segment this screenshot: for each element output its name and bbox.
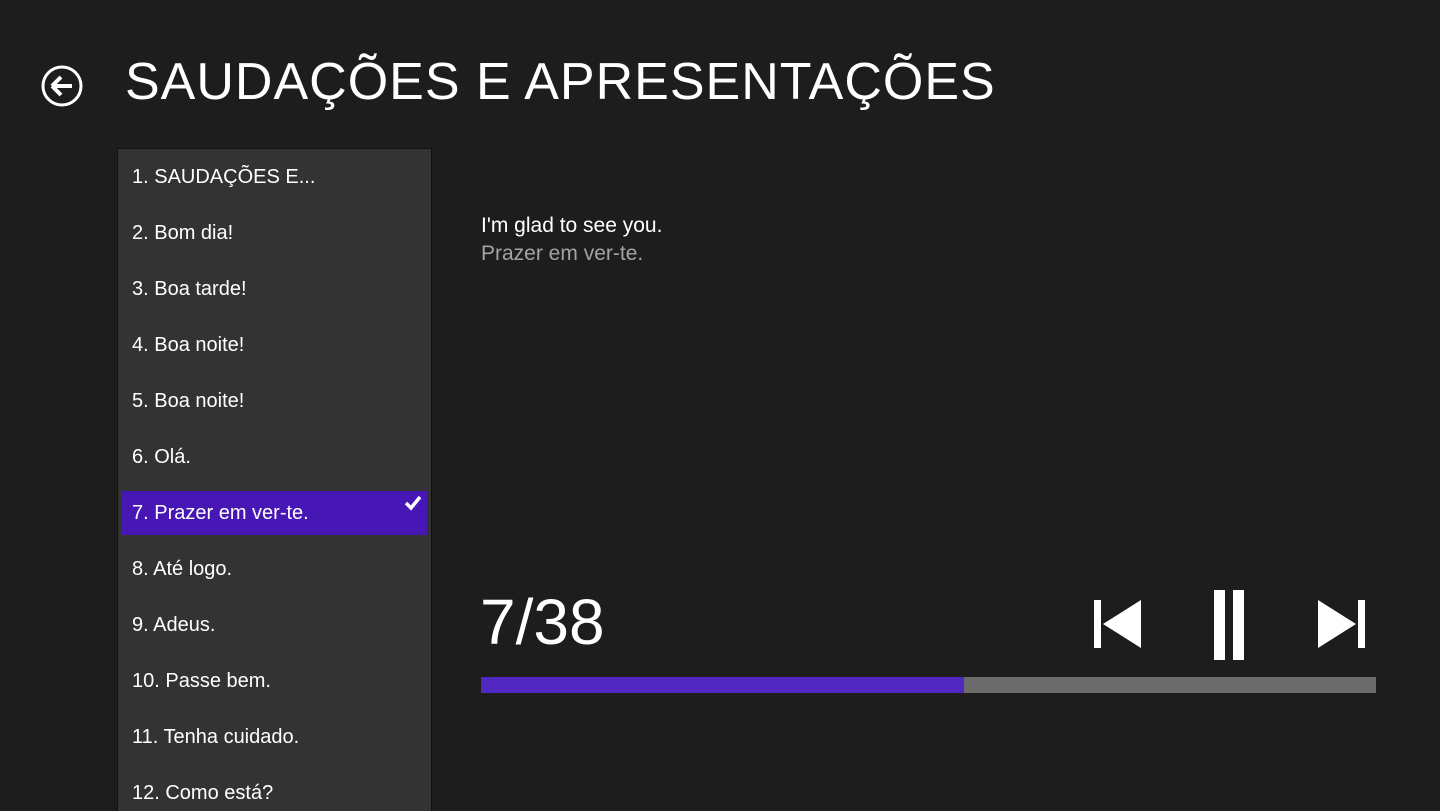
- next-button[interactable]: [1317, 600, 1365, 648]
- lesson-label: 5. Boa noite!: [132, 390, 245, 412]
- lesson-item[interactable]: 2. Bom dia!: [121, 211, 427, 255]
- lesson-label: 8. Até logo.: [132, 558, 233, 580]
- counter: 7/38: [480, 586, 605, 658]
- lesson-label: 12. Como está?: [132, 782, 274, 804]
- lesson-label: 4. Boa noite!: [132, 334, 245, 356]
- phrase-translation: Prazer em ver-te.: [481, 242, 644, 265]
- selected-check: [404, 495, 422, 511]
- lesson-label: 2. Bom dia!: [132, 222, 234, 244]
- lesson-label: 3. Boa tarde!: [132, 278, 247, 300]
- previous-button[interactable]: [1094, 600, 1142, 648]
- back-button[interactable]: [41, 65, 83, 107]
- lesson-item[interactable]: 7. Prazer em ver-te.: [121, 491, 427, 535]
- lesson-label: 10. Passe bem.: [132, 670, 271, 692]
- lesson-item[interactable]: 5. Boa noite!: [121, 379, 427, 423]
- lesson-item[interactable]: 6. Olá.: [121, 435, 427, 479]
- page-title: SAUDAÇÕES E APRESENTAÇÕES: [125, 53, 996, 111]
- progress-fill: [481, 677, 965, 693]
- lesson-item[interactable]: 4. Boa noite!: [121, 323, 427, 367]
- lesson-label: 7. Prazer em ver-te.: [132, 502, 309, 524]
- phrase-text: I'm glad to see you.: [481, 214, 663, 237]
- phrase: I'm glad to see you. Prazer em ver-te.: [481, 212, 662, 268]
- lesson-label: 1. SAUDAÇÕES E...: [132, 166, 316, 188]
- lesson-label: 6. Olá.: [132, 446, 191, 468]
- lesson-item[interactable]: 9. Adeus.: [121, 603, 427, 647]
- lesson-list: 1. SAUDAÇÕES E... 2. Bom dia! 3. Boa tarde…: [117, 148, 432, 811]
- lesson-item[interactable]: 10. Passe bem.: [121, 659, 427, 703]
- lesson-item[interactable]: 8. Até logo.: [121, 547, 427, 591]
- lesson-item[interactable]: 11. Tenha cuidado.: [121, 715, 427, 759]
- pause-button[interactable]: [1214, 590, 1244, 660]
- lesson-item[interactable]: 3. Boa tarde!: [121, 267, 427, 311]
- progress-track: [481, 677, 1376, 693]
- lesson-item[interactable]: 12. Como está?: [121, 771, 427, 811]
- lesson-label: 9. Adeus.: [132, 614, 216, 636]
- lesson-item[interactable]: 1. SAUDAÇÕES E...: [121, 155, 427, 199]
- lesson-label: 11. Tenha cuidado.: [132, 726, 300, 748]
